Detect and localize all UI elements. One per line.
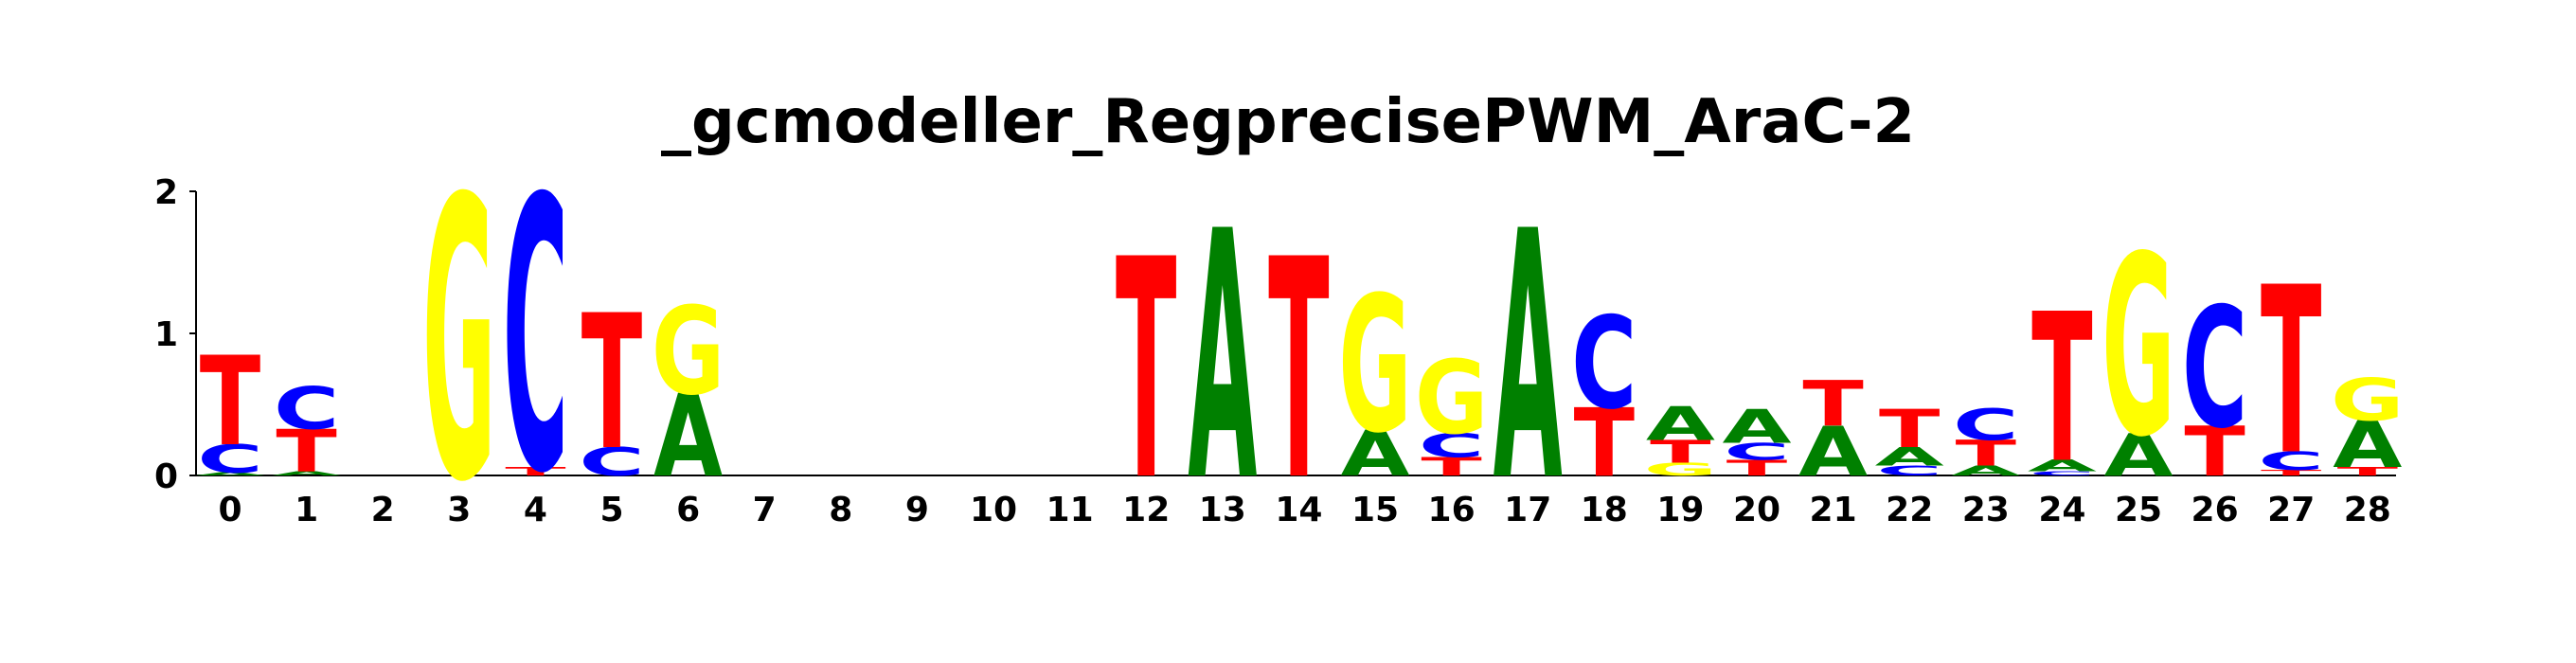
x-tick-label: 2	[371, 491, 395, 529]
logo-letter-g: G	[422, 118, 496, 567]
logo-letter-a: A	[1646, 397, 1715, 452]
x-tick-label: 18	[1581, 491, 1628, 529]
logo-letter-a: A	[653, 371, 723, 503]
y-tick-label: 1	[154, 315, 178, 354]
logo-letter-t: T	[581, 277, 642, 492]
x-tick-label: 23	[1962, 491, 2010, 529]
logo-letter-c: C	[1953, 401, 2018, 451]
x-tick-label: 3	[447, 491, 471, 529]
logo-letter-a: A	[272, 470, 341, 476]
x-tick-label: 16	[1428, 491, 1476, 529]
x-tick-label: 13	[1199, 491, 1246, 529]
logo-letter-t: T	[1802, 368, 1864, 441]
x-tick-label: 21	[1810, 491, 1857, 529]
x-tick-label: 12	[1122, 491, 1170, 529]
x-tick-label: 10	[970, 491, 1017, 529]
logo-letter-a: A	[2103, 421, 2173, 490]
x-tick-label: 7	[753, 491, 777, 529]
logo-letter-t: T	[2031, 271, 2092, 509]
logo-letter-a: A	[1798, 412, 1868, 492]
logo-letter-t: T	[2184, 412, 2245, 492]
logo-letter-c: C	[1419, 426, 1484, 465]
logo-letter-t: T	[1650, 434, 1710, 471]
x-tick-label: 17	[1504, 491, 1551, 529]
x-tick-label: 24	[2038, 491, 2085, 529]
logo-letter-c: C	[1877, 463, 1942, 479]
logo-letter-a: A	[1951, 463, 2020, 479]
logo-letter-a: A	[1188, 161, 1258, 558]
logo-letter-g: G	[652, 282, 725, 422]
logo-letter-t: T	[1726, 456, 1788, 480]
x-tick-label: 22	[1886, 491, 1933, 529]
logo-letter-t: T	[1421, 453, 1481, 482]
logo-letter-c: C	[2259, 447, 2324, 476]
logo-letter-a: A	[2028, 457, 2098, 475]
logo-letter-t: T	[200, 331, 260, 474]
logo-letter-t: T	[1574, 388, 1636, 497]
logo-letter-t: T	[276, 417, 336, 485]
x-tick-label: 1	[295, 491, 318, 529]
logo-letter-g: G	[2102, 205, 2175, 492]
x-tick-label: 6	[676, 491, 700, 529]
logo-letter-t: T	[1879, 399, 1941, 460]
logo-letter-c: C	[2030, 470, 2095, 476]
logo-letter-g: G	[2331, 366, 2405, 434]
x-tick-label: 28	[2344, 491, 2391, 529]
x-tick-label: 11	[1046, 491, 1094, 529]
logo-letter-t: T	[1268, 197, 1329, 547]
y-tick-label: 2	[154, 173, 178, 212]
logo-letter-c: C	[2182, 274, 2247, 466]
logo-letter-c: C	[579, 439, 644, 485]
y-axis: 2 1 0	[154, 173, 197, 496]
logo-letter-g: G	[1338, 256, 1412, 475]
x-tick-label: 5	[599, 491, 623, 529]
logo-letter-c: C	[274, 374, 339, 442]
x-tick-label: 25	[2115, 491, 2162, 529]
x-tick-label: 27	[2267, 491, 2315, 529]
logo-letter-t: T	[1956, 433, 2017, 474]
logo-letter-t: T	[2261, 468, 2322, 477]
logo-letter-g: G	[1644, 459, 1718, 479]
logo-letter-a: A	[1494, 161, 1564, 558]
logo-letter-c: C	[1724, 439, 1789, 466]
x-tick-label: 4	[524, 491, 547, 529]
x-tick-labels: 0 1 2 3 4 5 6 7 8 9 10 11 12 13 14 15 16 17 18 19 20 21 22 23 24…	[218, 491, 2390, 529]
logo-letter-t: T	[2261, 239, 2321, 506]
x-tick-label: 26	[2191, 491, 2239, 529]
logo-letter-a: A	[195, 472, 264, 476]
logo-letter-g: G	[1415, 338, 1489, 457]
logo-letter-t: T	[1116, 197, 1176, 547]
x-tick-label: 19	[1656, 491, 1704, 529]
x-tick-label: 8	[829, 491, 852, 529]
y-tick-label: 0	[154, 457, 178, 496]
logo-letter-c: C	[503, 119, 568, 556]
logo-letter-t: T	[2337, 464, 2399, 477]
x-tick-label: 20	[1733, 491, 1780, 529]
logo-letter-c: C	[197, 437, 262, 482]
logo-letter-a: A	[1875, 442, 1944, 472]
x-tick-label: 15	[1351, 491, 1399, 529]
logo-letter-a: A	[1722, 400, 1791, 455]
logo-letter-t: T	[505, 464, 566, 477]
chart-title: _gcmodeller_RegprecisePWM_AraC-2	[661, 87, 1915, 157]
logo-letter-c: C	[1571, 292, 1637, 439]
x-tick-label: 9	[905, 491, 929, 529]
x-tick-label: 0	[218, 491, 242, 529]
x-tick-label: 14	[1275, 491, 1322, 529]
logo-letter-a: A	[2333, 408, 2402, 482]
logo-letter-a: A	[1340, 418, 1409, 491]
